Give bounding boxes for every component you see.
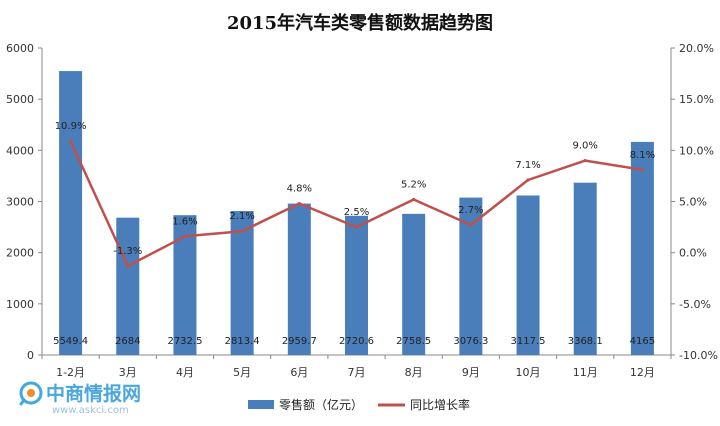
left-tick-label: 6000 <box>6 42 34 55</box>
bar-value-label: 2813.4 <box>225 336 260 347</box>
bar <box>630 141 654 355</box>
line-point <box>297 201 301 206</box>
bar-value-label: 3368.1 <box>568 336 603 347</box>
plot-area: 0 1000 2000 3000 4000 5000 6000 -10.0% -5.0% 0.0… <box>6 42 718 379</box>
left-tick-label: 5000 <box>6 93 34 106</box>
line-point <box>583 158 587 163</box>
x-tick-label: 6月 <box>290 366 308 379</box>
bar <box>459 197 483 355</box>
line-value-label: 2.5% <box>344 207 369 218</box>
bar <box>345 215 368 355</box>
x-tick-label: 1-2月 <box>56 366 85 379</box>
bar-value-label: 2959.7 <box>282 336 317 347</box>
bar <box>116 217 140 355</box>
line-value-label: -1.3% <box>113 246 142 257</box>
bar-value-label: 2684 <box>115 336 140 347</box>
bar-value-label: 3117.5 <box>511 336 546 347</box>
bar-value-labels: 5549.4 2684 2732.5 2813.4 2959.7 2720.6 2758.5… <box>53 336 655 347</box>
legend-line-label: 同比增长率 <box>410 397 470 412</box>
legend-bar-swatch <box>248 400 274 409</box>
right-tick-label: -10.0% <box>679 349 718 362</box>
left-tick-label: 0 <box>27 349 34 362</box>
line-value-label: 2.1% <box>229 211 254 222</box>
right-tick-label: 5.0% <box>679 196 707 209</box>
x-tick-label: 4月 <box>176 366 194 379</box>
line-point <box>240 229 244 233</box>
x-tick-label: 7月 <box>348 366 366 379</box>
line-value-label: 4.8% <box>287 184 312 195</box>
line-value-label: 7.1% <box>515 160 540 171</box>
legend-bar-label: 零售额（亿元） <box>279 397 363 412</box>
left-tick-label: 1000 <box>6 298 34 311</box>
bar <box>230 211 254 355</box>
line-value-label: 10.9% <box>55 121 87 132</box>
x-tick-label: 5月 <box>233 366 251 379</box>
bar <box>173 215 197 355</box>
line-point <box>640 168 645 172</box>
right-tick-label: 15.0% <box>679 93 714 106</box>
right-tick-label: 20.0% <box>679 42 714 55</box>
x-tick-label: 3月 <box>119 366 137 379</box>
watermark: 中商情报网 www.askci.com <box>19 381 141 416</box>
bar-value-label: 4165 <box>630 336 655 347</box>
line-point <box>354 225 359 229</box>
line-point <box>526 178 530 182</box>
x-tick-label: 9月 <box>462 366 480 379</box>
bar <box>287 203 311 355</box>
right-axis-ticks: -10.0% -5.0% 0.0% 5.0% 10.0% 15.0% 20.0% <box>671 42 718 362</box>
bar-value-label: 5549.4 <box>53 336 88 347</box>
bar-value-label: 2758.5 <box>396 336 431 347</box>
bar <box>573 182 597 355</box>
line-point <box>469 223 473 227</box>
left-tick-label: 3000 <box>6 196 34 209</box>
x-tick-label: 8月 <box>405 366 423 379</box>
right-tick-label: 0.0% <box>679 247 707 260</box>
x-tick-label: 11月 <box>573 366 598 379</box>
left-axis-ticks: 0 1000 2000 3000 4000 5000 6000 <box>6 42 42 362</box>
line-point <box>412 197 416 202</box>
bar-value-label: 2732.5 <box>167 336 202 347</box>
x-tick-label: 10月 <box>516 366 541 379</box>
x-axis-ticks: 1-2月 3月 4月 5月 6月 7月 8月 9月 10月 11月 12月 <box>41 355 672 379</box>
line-value-labels: 10.9% -1.3% 1.6% 2.1% 4.8% 2.5% 5.2% 2.7% 7.1% 9.… <box>55 121 655 257</box>
bar-value-label: 2720.6 <box>339 336 374 347</box>
watermark-url: www.askci.com <box>52 405 129 416</box>
line-value-label: 5.2% <box>401 179 426 190</box>
bar-value-label: 3076.3 <box>453 336 488 347</box>
line-value-label: 8.1% <box>630 150 655 161</box>
bar <box>516 195 540 355</box>
watermark-logo-icon <box>19 381 43 406</box>
bar <box>402 213 426 355</box>
left-tick-label: 2000 <box>6 247 34 260</box>
right-tick-label: -5.0% <box>679 298 711 311</box>
x-tick-label: 12月 <box>630 366 655 379</box>
line-point <box>183 234 187 238</box>
line-point <box>126 264 130 268</box>
line-value-label: 1.6% <box>172 216 197 227</box>
chart-title: 2015年汽车类零售额数据趋势图 <box>227 12 493 34</box>
line-point <box>68 139 73 143</box>
bar-series <box>59 71 654 356</box>
line-series <box>68 139 645 268</box>
bar <box>59 71 83 356</box>
line-value-label: 9.0% <box>573 141 598 152</box>
watermark-brand: 中商情报网 <box>46 382 141 405</box>
left-tick-label: 4000 <box>6 144 34 157</box>
line-value-label: 2.7% <box>458 205 483 216</box>
legend: 零售额（亿元） 同比增长率 <box>248 397 470 412</box>
right-tick-label: 10.0% <box>679 144 714 157</box>
